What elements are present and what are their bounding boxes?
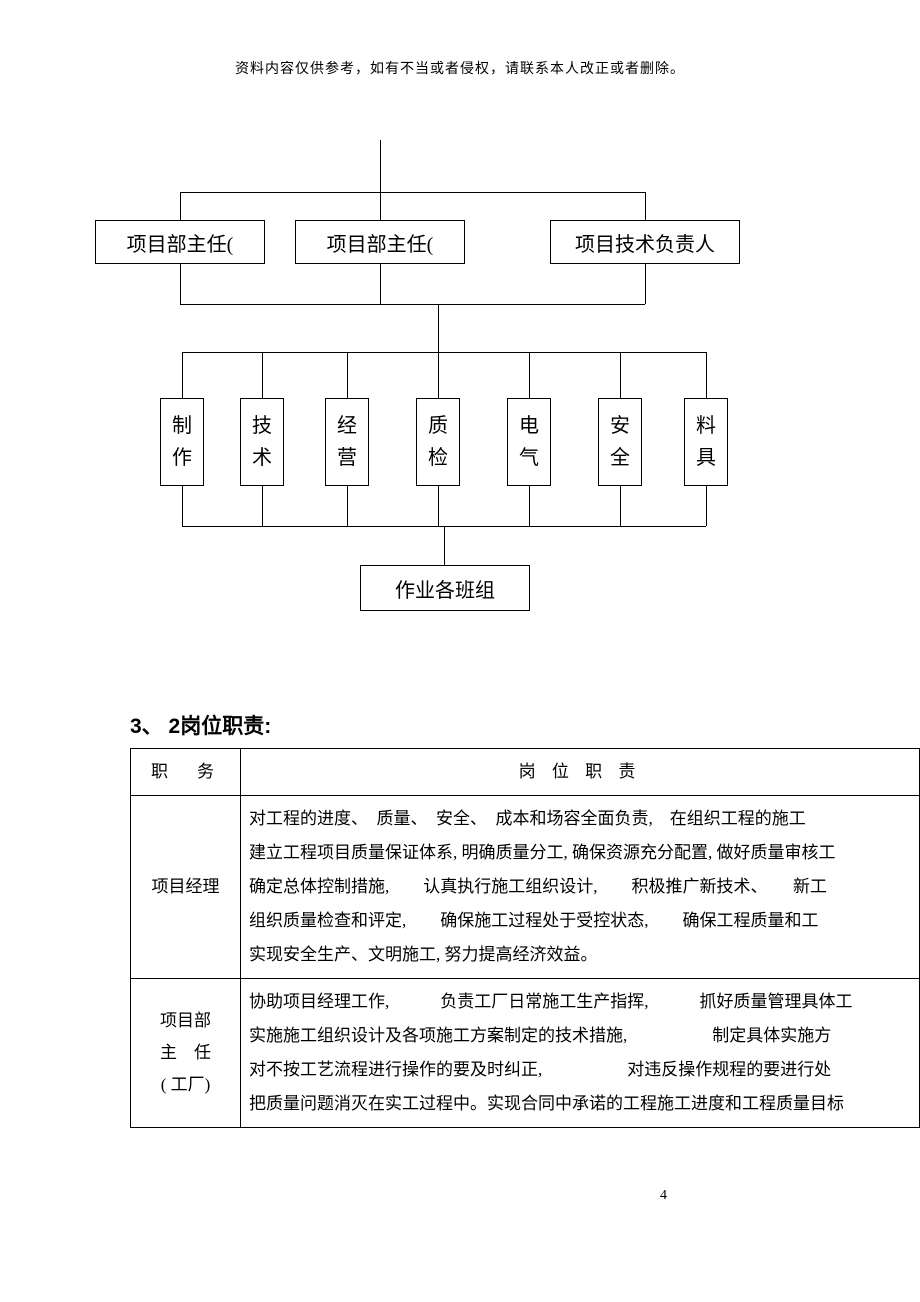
org-node-level2: 制作 — [160, 398, 204, 486]
org-node-level2: 经营 — [325, 398, 369, 486]
header-disclaimer: 资料内容仅供参考，如有不当或者侵权，请联系本人改正或者删除。 — [0, 58, 920, 78]
node-char: 营 — [337, 442, 357, 474]
org-node-level1: 项目技术负责人 — [550, 220, 740, 264]
connector — [645, 264, 646, 304]
connector — [182, 352, 183, 398]
node-char: 技 — [252, 410, 272, 442]
table-row: 项目部主 任( 工厂) 协助项目经理工作, 负责工厂日常施工生产指挥, 抓好质量… — [131, 979, 920, 1128]
connector — [529, 486, 530, 526]
connector — [380, 264, 381, 304]
org-node-level2: 安全 — [598, 398, 642, 486]
page-number: 4 — [660, 1188, 667, 1204]
org-node-level1: 项目部主任( — [295, 220, 465, 264]
connector — [438, 486, 439, 526]
connector — [380, 140, 381, 192]
connector — [180, 192, 645, 193]
org-node-level1: 项目部主任( — [95, 220, 265, 264]
table-header-cell: 职 务 — [131, 749, 241, 796]
node-char: 料 — [696, 410, 716, 442]
connector — [347, 486, 348, 526]
duties-table: 职 务 岗 位 职 责 项目经理 对工程的进度、 质量、 安全、 成本和场容全面… — [130, 748, 920, 1128]
table-header-row: 职 务 岗 位 职 责 — [131, 749, 920, 796]
node-label: 作业各班组 — [395, 574, 495, 603]
org-node-level2: 电气 — [507, 398, 551, 486]
connector — [180, 192, 181, 220]
node-char: 制 — [172, 410, 192, 442]
connector — [262, 486, 263, 526]
node-char: 气 — [519, 442, 539, 474]
connector — [706, 352, 707, 398]
node-char: 术 — [252, 442, 272, 474]
connector — [706, 486, 707, 526]
node-char: 质 — [428, 410, 448, 442]
connector — [620, 352, 621, 398]
node-label: 项目部主任( — [327, 228, 434, 257]
job-title-cell: 项目部主 任( 工厂) — [131, 979, 241, 1128]
org-node-level2: 技术 — [240, 398, 284, 486]
org-node-level2: 料具 — [684, 398, 728, 486]
connector — [444, 526, 445, 565]
node-label: 项目部主任( — [127, 228, 234, 257]
job-title-cell: 项目经理 — [131, 796, 241, 979]
connector — [182, 352, 706, 353]
duties-cell: 协助项目经理工作, 负责工厂日常施工生产指挥, 抓好质量管理具体工实施施工组织设… — [241, 979, 920, 1128]
table-header-cell: 岗 位 职 责 — [241, 749, 920, 796]
connector — [380, 192, 381, 220]
connector — [438, 304, 439, 352]
connector — [262, 352, 263, 398]
node-label: 项目技术负责人 — [575, 228, 715, 257]
connector — [180, 304, 645, 305]
connector — [645, 192, 646, 220]
node-char: 全 — [610, 442, 630, 474]
node-char: 电 — [519, 410, 539, 442]
node-char: 具 — [696, 442, 716, 474]
table-row: 项目经理 对工程的进度、 质量、 安全、 成本和场容全面负责, 在组织工程的施工… — [131, 796, 920, 979]
node-char: 安 — [610, 410, 630, 442]
org-chart: 项目部主任( 项目部主任( 项目技术负责人 制作 技术 经营 质检 电气 安全 … — [0, 140, 920, 670]
section-heading: 3、 2岗位职责: — [130, 710, 271, 740]
connector — [182, 486, 183, 526]
node-char: 作 — [172, 442, 192, 474]
connector — [620, 486, 621, 526]
connector — [529, 352, 530, 398]
node-char: 经 — [337, 410, 357, 442]
connector — [438, 352, 439, 398]
org-node-level3: 作业各班组 — [360, 565, 530, 611]
node-char: 检 — [428, 442, 448, 474]
connector — [347, 352, 348, 398]
connector — [180, 264, 181, 304]
duties-cell: 对工程的进度、 质量、 安全、 成本和场容全面负责, 在组织工程的施工建立工程项… — [241, 796, 920, 979]
org-node-level2: 质检 — [416, 398, 460, 486]
